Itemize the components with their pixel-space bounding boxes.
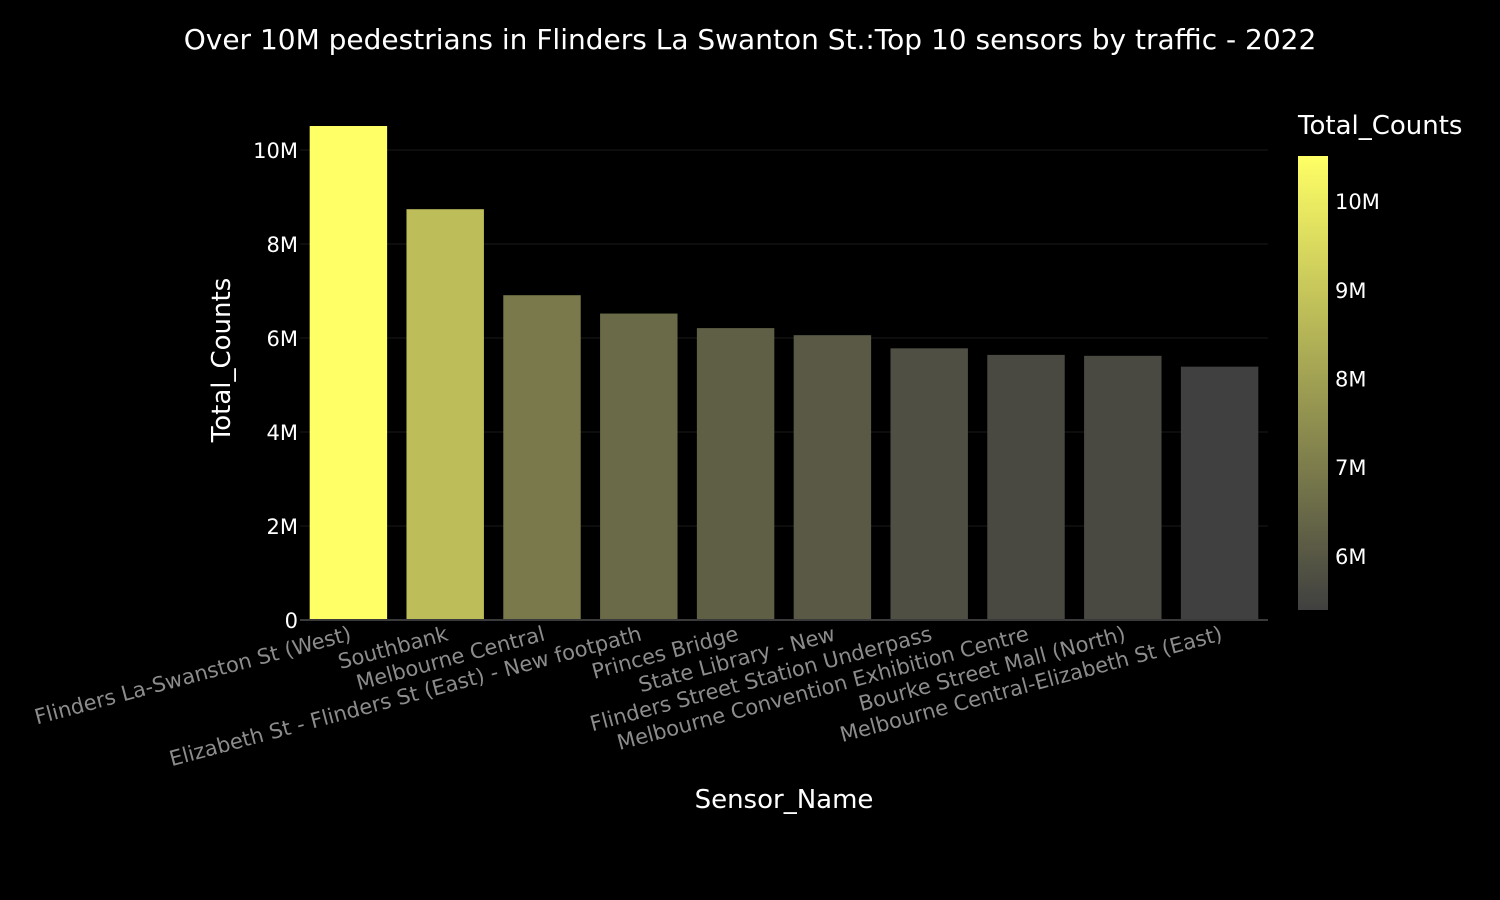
y-tick-label: 6M (267, 327, 298, 351)
y-tick-label: 2M (267, 515, 298, 539)
colorbar-tick-label: 10M (1335, 190, 1380, 214)
bar[interactable] (696, 328, 775, 620)
x-axis-title: Sensor_Name (695, 785, 874, 815)
bar[interactable] (503, 295, 581, 620)
bar[interactable] (309, 126, 388, 620)
y-tick-label: 10M (253, 139, 298, 163)
colorbar-title: Total_Counts (1297, 111, 1462, 141)
bar[interactable] (987, 354, 1065, 620)
bar[interactable] (1180, 366, 1259, 620)
bar-layer (309, 126, 1259, 620)
bar[interactable] (890, 348, 968, 620)
bar[interactable] (1084, 355, 1162, 620)
y-tick-label: 4M (267, 421, 298, 445)
y-tick-label: 0 (285, 609, 298, 633)
bar[interactable] (793, 335, 872, 620)
bar[interactable] (406, 209, 484, 620)
y-tick-labels: 0 2M 4M 6M 8M 10M (253, 139, 298, 633)
chart-title: Over 10M pedestrians in Flinders La Swan… (184, 23, 1317, 56)
colorbar-ticks: 6M 7M 8M 9M 10M (1335, 190, 1380, 569)
y-axis-title: Total_Counts (207, 278, 237, 443)
bar[interactable] (600, 313, 678, 620)
x-tick-labels: Flinders La-Swanston St (West)SouthbankM… (32, 621, 1225, 771)
y-tick-label: 8M (267, 233, 298, 257)
colorbar-gradient (1298, 156, 1328, 610)
colorbar-tick-label: 7M (1335, 456, 1366, 480)
colorbar-tick-label: 9M (1335, 279, 1366, 303)
colorbar-tick-label: 8M (1335, 368, 1366, 392)
colorbar: Total_Counts 6M 7M 8M 9M 10M (1297, 111, 1462, 610)
colorbar-tick-label: 6M (1335, 545, 1366, 569)
